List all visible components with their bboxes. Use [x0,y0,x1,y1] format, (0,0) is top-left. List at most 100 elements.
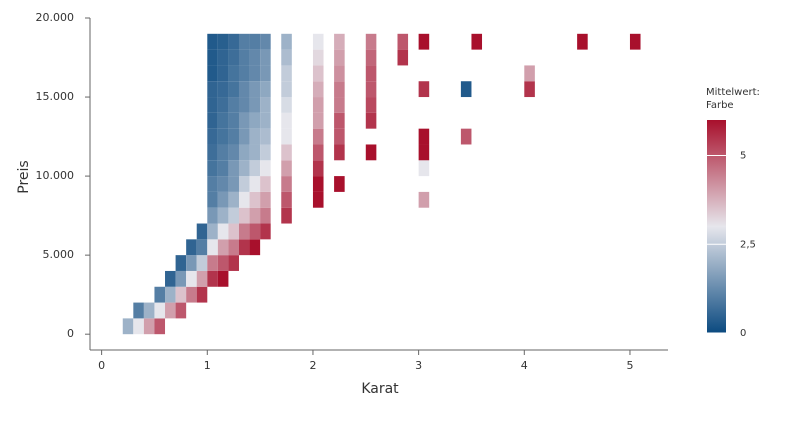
heat-cell [143,318,155,335]
heat-cell [217,239,229,256]
heat-cell [207,270,218,287]
y-tick-label: 10.000 [36,169,75,182]
colorbar-tick-label: 0 [740,328,746,339]
heat-cell [524,81,535,98]
heat-cell [175,270,187,287]
heat-cell [260,81,271,98]
heat-cell [471,33,483,50]
heat-cell [186,239,197,256]
heat-cell [365,144,377,161]
heat-cell [238,207,250,224]
heat-cell [249,128,261,145]
heat-cell [228,223,239,240]
heat-cell [133,302,144,319]
x-tick-label: 2 [309,359,316,372]
heat-cell [228,255,239,271]
y-axis-title: Preis [16,160,32,193]
x-tick-label: 4 [521,359,528,372]
heat-cell [334,128,345,145]
heat-cell [312,144,324,161]
x-tick-label: 5 [626,359,633,372]
colorbar [707,120,726,333]
heat-cell [418,81,430,98]
heat-cell [186,286,197,303]
heat-cell [238,112,250,129]
heat-cell [217,191,229,208]
heat-cell [365,112,377,129]
heat-cell [217,112,229,129]
heat-cell [260,144,271,161]
heat-cell [207,65,218,82]
heat-cell [249,97,261,113]
heat-cell [207,144,218,161]
heat-cell [365,49,377,66]
heat-cell [217,270,229,287]
heat-cell [238,191,250,208]
heat-cell [207,160,218,177]
heat-cell [281,207,292,224]
heat-cell [418,144,430,161]
heat-cell [260,128,271,145]
heat-cell [217,97,229,113]
heat-cell [249,160,261,177]
heat-cell [238,160,250,177]
heat-cell [196,270,208,287]
heat-cell [260,97,271,113]
heat-cell [217,255,229,271]
heat-cell [281,49,292,66]
heat-cell [260,160,271,177]
heat-cell [154,286,166,303]
heat-cell [312,112,324,129]
heat-cell [122,318,134,335]
heat-cell [334,49,345,66]
heat-cell [249,49,261,66]
heat-cell [418,33,430,50]
heat-cell [175,302,187,319]
heat-cell [228,49,239,66]
heat-cell [249,112,261,129]
heat-cell [334,144,345,161]
heat-cell [334,81,345,98]
heat-cell [238,128,250,145]
heat-cell [207,207,218,224]
heat-cell [217,128,229,145]
heat-cell [228,207,239,224]
heat-cell [217,65,229,82]
heat-cell [217,176,229,192]
heat-cell [196,223,208,240]
colorbar-tick-label: 2,5 [740,239,756,250]
heat-cell [207,191,218,208]
heat-cell [460,81,472,98]
heat-cell [418,128,430,145]
heat-cell [629,33,641,50]
x-tick-label: 1 [204,359,211,372]
heat-cell [312,128,324,145]
heat-cell [365,97,377,113]
heat-cell [312,49,324,66]
heat-cell [281,144,292,161]
heat-cell [312,81,324,98]
heat-cell [281,160,292,177]
heat-cell [228,112,239,129]
heat-cell [228,239,239,256]
heat-cell [365,65,377,82]
heat-cell [228,65,239,82]
heat-cell [260,207,271,224]
heat-cell [154,302,166,319]
x-tick-label: 3 [415,359,422,372]
heat-cell [312,191,324,208]
heat-cell [228,160,239,177]
y-tick-label: 20.000 [36,11,75,24]
heat-cell [238,33,250,50]
heat-cell [312,65,324,82]
heat-cell [228,176,239,192]
heat-cell [217,207,229,224]
heat-cell [207,112,218,129]
colorbar-title: Mittelwert: [706,87,760,98]
heat-cell [165,302,176,319]
heat-cell [238,49,250,66]
heat-cell [312,176,324,192]
heat-cell [165,286,176,303]
heat-cell [238,97,250,113]
heat-cell [217,160,229,177]
